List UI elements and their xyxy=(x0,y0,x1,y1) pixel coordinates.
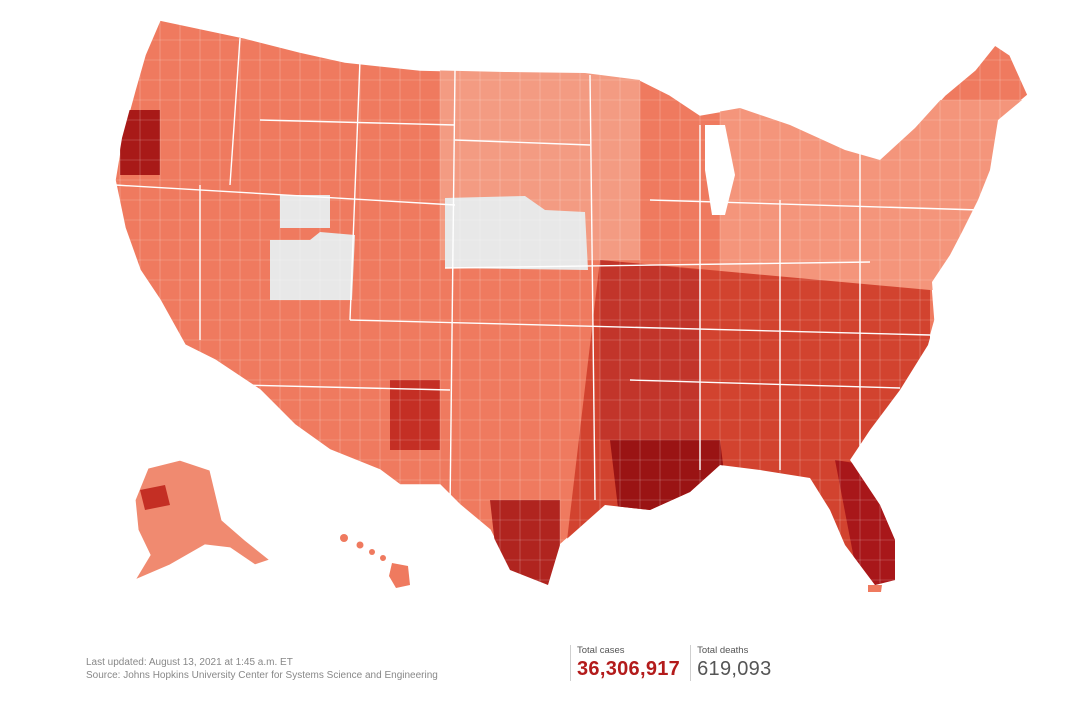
total-deaths-stat: Total deaths 619,093 xyxy=(690,645,781,681)
alaska-shape xyxy=(133,459,272,582)
total-deaths-value: 619,093 xyxy=(697,658,772,680)
region-gulf-coast xyxy=(610,440,730,525)
choropleth-map xyxy=(114,19,1029,592)
source-text: Source: Johns Hopkins University Center … xyxy=(86,670,438,681)
totals-panel: Total cases 36,306,917 Total deaths 619,… xyxy=(570,645,782,681)
total-deaths-label: Total deaths xyxy=(697,645,749,656)
us-county-map-svg xyxy=(114,19,1029,592)
region-new-mexico-hotspot xyxy=(390,380,440,450)
region-nebraska-no-data xyxy=(445,196,588,270)
region-oregon-coast xyxy=(120,110,160,175)
region-missouri-arkansas xyxy=(600,260,700,440)
total-cases-stat: Total cases 36,306,917 xyxy=(570,645,690,681)
total-cases-label: Total cases xyxy=(577,645,625,656)
total-cases-value: 36,306,917 xyxy=(577,658,681,680)
state-borders xyxy=(114,37,981,511)
alaska-dark-area xyxy=(140,485,170,510)
puerto-rico-shape xyxy=(868,585,882,592)
region-northeast xyxy=(720,100,1028,290)
last-updated-text: Last updated: August 13, 2021 at 1:45 a.… xyxy=(86,657,293,668)
lake-michigan xyxy=(705,125,735,215)
hawaii-shape xyxy=(340,534,410,588)
region-idaho-no-data xyxy=(280,195,330,228)
region-utah-no-data xyxy=(270,232,355,300)
map-footer-meta: Last updated: August 13, 2021 at 1:45 a.… xyxy=(86,656,438,682)
